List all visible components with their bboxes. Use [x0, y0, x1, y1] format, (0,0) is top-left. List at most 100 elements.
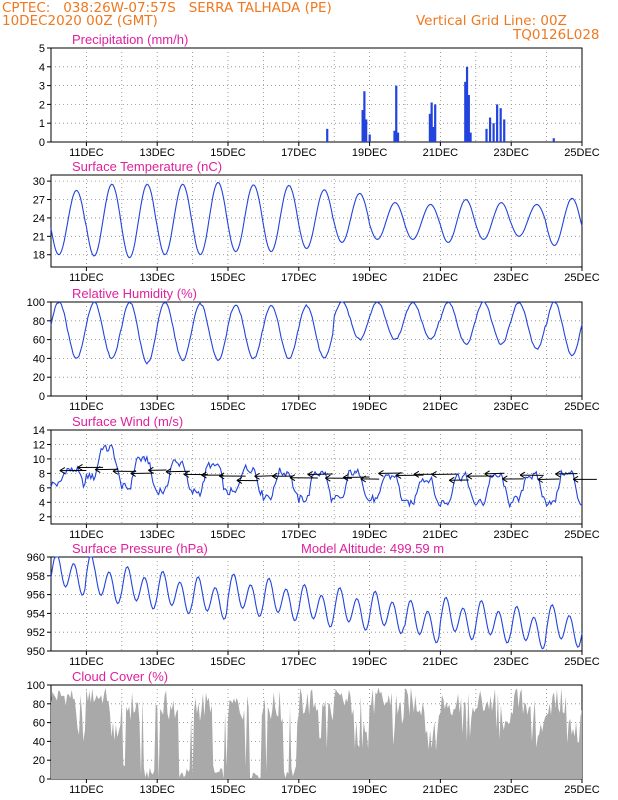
x-tick-label: 11DEC — [69, 272, 104, 284]
wind-arrow — [502, 475, 524, 483]
wind-arrow-head — [307, 471, 313, 478]
y-tick-label: 8 — [39, 468, 45, 480]
precip-bar — [492, 123, 495, 142]
panel-title: Relative Humidity (%) — [72, 286, 197, 301]
wind-arrow-head — [342, 474, 349, 481]
x-tick-label: 11DEC — [69, 784, 104, 796]
wind-arrow — [572, 475, 597, 483]
wind-arrow-head — [537, 476, 544, 483]
x-tick-label: 23DEC — [493, 529, 529, 541]
wind-arrow-head — [555, 470, 561, 478]
precip-bar — [552, 138, 555, 142]
x-tick-label: 25DEC — [564, 656, 600, 668]
precip-bar — [432, 126, 435, 142]
panel-title: Precipitation (mm/h) — [72, 32, 188, 47]
y-tick-label: 80 — [33, 699, 45, 711]
y-tick-label: 952 — [27, 627, 45, 639]
x-tick-label: 21DEC — [423, 656, 459, 668]
y-tick-label: 30 — [33, 176, 45, 188]
wind-arrow-head — [289, 474, 296, 482]
wind-arrow — [342, 474, 370, 481]
precip-bar — [465, 66, 469, 142]
x-tick-label: 15DEC — [210, 656, 246, 668]
wind-arrow-head — [183, 470, 190, 478]
panel-frame — [50, 429, 583, 525]
panel-frame — [50, 174, 583, 268]
wind-arrow — [307, 471, 333, 478]
wind-arrow-head — [59, 467, 66, 475]
wind-arrow — [395, 472, 424, 479]
station-header-line1: CPTEC: 038:26W-07:57S SERRA TALHADA (PE) — [2, 0, 332, 16]
panel-2 — [47, 174, 583, 271]
precip-bar — [365, 119, 368, 142]
y-tick-label: 18 — [33, 250, 45, 262]
y-tick-label: 60 — [33, 335, 45, 347]
x-tick-label: 13DEC — [139, 401, 175, 413]
panel-6 — [47, 684, 583, 783]
precip-bar — [464, 81, 467, 142]
x-tick-label: 25DEC — [564, 401, 600, 413]
precip-bar — [488, 117, 492, 142]
wind-arrow-head — [112, 467, 119, 475]
y-tick-label: 80 — [33, 316, 45, 328]
wind-arrow — [148, 466, 167, 474]
y-tick-label: 6 — [39, 483, 45, 495]
x-tick-label: 21DEC — [423, 272, 459, 284]
x-tick-label: 11DEC — [69, 656, 104, 668]
x-tick-label: 17DEC — [281, 147, 317, 159]
y-tick-label: 40 — [33, 736, 45, 748]
wind-arrow — [466, 472, 495, 480]
wind-arrow-head — [236, 477, 243, 484]
wind-arrow-shaft — [484, 472, 505, 475]
y-tick-label: 100 — [27, 680, 45, 692]
x-tick-label: 13DEC — [139, 529, 175, 541]
y-tick-label: 950 — [27, 646, 45, 658]
x-tick-label: 19DEC — [352, 147, 388, 159]
x-tick-label: 23DEC — [493, 401, 529, 413]
wind-arrow — [519, 471, 544, 479]
panel-annotation: Model Altitude: 499.59 m — [301, 541, 444, 556]
x-tick-label: 17DEC — [281, 401, 317, 413]
precip-bar — [361, 110, 364, 142]
wind-arrow — [325, 474, 353, 482]
panel-frame — [50, 556, 583, 652]
wind-arrow-head — [431, 471, 437, 478]
x-tick-label: 13DEC — [139, 147, 175, 159]
x-tick-label: 13DEC — [139, 656, 175, 668]
wind-arrow-head — [502, 475, 508, 483]
precip-bar — [396, 132, 400, 142]
series-line — [50, 181, 583, 259]
series-line — [50, 556, 583, 650]
wind-arrow — [130, 470, 154, 477]
y-tick-label: 5 — [39, 43, 45, 55]
x-tick-label: 21DEC — [423, 784, 459, 796]
precip-bar — [428, 113, 431, 142]
x-tick-label: 19DEC — [352, 656, 388, 668]
wind-arrow — [484, 470, 505, 478]
wind-arrow-head — [218, 472, 225, 480]
x-tick-label: 15DEC — [210, 401, 246, 413]
wind-arrow — [94, 466, 119, 474]
x-tick-label: 19DEC — [352, 272, 388, 284]
wind-arrow-head — [148, 466, 154, 474]
wind-arrow — [378, 470, 403, 477]
series-line — [50, 444, 582, 509]
panel-4 — [47, 429, 597, 528]
wind-arrow-shaft — [343, 476, 370, 479]
x-tick-label: 15DEC — [210, 529, 246, 541]
y-tick-label: 958 — [27, 571, 45, 583]
wind-arrow-head — [165, 468, 172, 476]
x-tick-label: 19DEC — [352, 529, 388, 541]
x-tick-label: 13DEC — [139, 272, 175, 284]
wind-arrow — [218, 472, 246, 480]
panel-frame — [50, 47, 583, 143]
x-tick-label: 17DEC — [281, 529, 317, 541]
precip-bar — [499, 108, 502, 142]
wind-arrow — [165, 468, 190, 476]
wind-arrow — [537, 476, 560, 483]
wind-arrow-head — [201, 471, 207, 479]
wind-arrow-head — [519, 471, 526, 479]
y-tick-label: 21 — [33, 231, 45, 243]
precip-bar — [467, 95, 470, 142]
